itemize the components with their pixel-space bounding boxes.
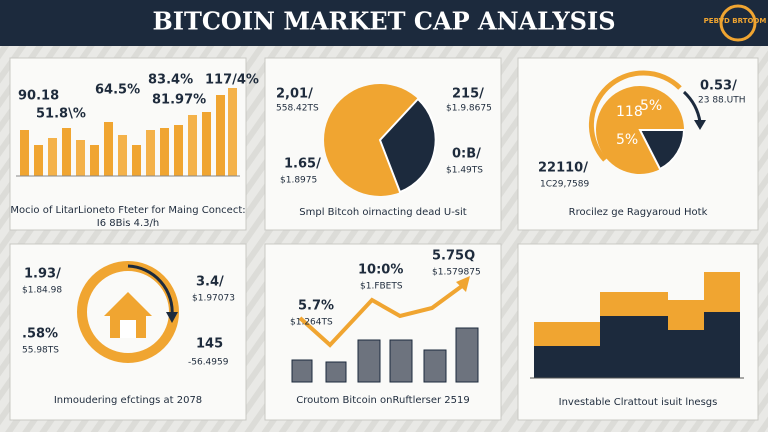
bar: [20, 130, 29, 176]
label: 3.4/: [196, 275, 224, 290]
label: 5%: [616, 132, 638, 148]
label: 22110/: [538, 161, 588, 176]
label: 2,01/: [276, 87, 313, 102]
bar: [132, 145, 141, 176]
title: BITCOIN MARKET CAP ANALYSIS: [152, 7, 615, 36]
label: $1.264TS: [290, 318, 333, 328]
label: 1.65/: [284, 157, 321, 172]
label: $1.49TS: [446, 166, 483, 176]
label: 117/4%: [205, 73, 259, 88]
label: 23 88.UTH: [698, 96, 745, 106]
bar-chart: [291, 327, 479, 383]
label: 81.97%: [152, 93, 206, 108]
label: 5.7%: [298, 299, 334, 314]
caption: I6 8Bis 4.3/h: [97, 218, 160, 229]
label: 51.8\%: [36, 107, 86, 122]
bar: [423, 349, 447, 383]
bar-chart: [16, 88, 240, 177]
label: 83.4%: [148, 73, 193, 88]
label: 145: [196, 337, 223, 352]
bar: [34, 145, 43, 176]
label: 1.93/: [24, 267, 61, 282]
bar: [228, 88, 237, 176]
bar: [389, 339, 413, 383]
label: $1.FBETS: [360, 282, 403, 292]
label: 558.42TS: [276, 104, 319, 114]
bar: [62, 128, 71, 176]
label: 5%: [640, 98, 662, 114]
arrow-head: [456, 276, 470, 292]
bar: [216, 95, 225, 176]
area: [534, 312, 740, 378]
bar: [357, 339, 381, 383]
arrow-head: [694, 120, 706, 130]
trend-line: [298, 284, 464, 348]
label: -56.4959: [188, 358, 229, 368]
ring-arc: [588, 70, 682, 162]
house-door: [120, 320, 136, 338]
caption: Croutom Bitcoin onRuftlerser 2519: [296, 395, 469, 406]
label: .58%: [22, 327, 58, 342]
logo: PEBVD BRTOOM: [704, 17, 767, 25]
arrow-arc: [127, 264, 174, 317]
label: $1.8975: [280, 176, 317, 186]
bar: [325, 361, 347, 383]
caption: Rrocilez ge Ragyaroud Hotk: [569, 207, 708, 218]
bar: [188, 115, 197, 176]
bar: [291, 359, 313, 383]
label: 5.75Q: [432, 249, 475, 264]
label: 0:B/: [452, 147, 481, 162]
bar: [202, 112, 211, 176]
label: $1.579875: [432, 268, 481, 278]
bar: [104, 122, 113, 176]
label: 55.98TS: [22, 346, 59, 356]
caption: Smpl Bitcoh oirnacting dead U-sit: [299, 207, 467, 218]
label: $1.9.8675: [446, 104, 492, 114]
label: 0.53/: [700, 79, 737, 94]
arrow-head: [166, 312, 178, 323]
pie-slice: [378, 97, 437, 194]
label: $1.97073: [192, 294, 235, 304]
bar: [174, 125, 183, 176]
house-roof: [104, 292, 152, 316]
label: 90.18: [18, 89, 59, 104]
bar: [118, 135, 127, 176]
bar: [146, 130, 155, 176]
caption: Investable Clrattout isuit lnesgs: [559, 397, 718, 408]
bar: [160, 128, 169, 176]
label: 64.5%: [95, 83, 140, 98]
pie-slice: [638, 129, 686, 171]
label: $1.84.98: [22, 286, 62, 296]
caption: Mocio of LitarLioneto Fteter for Maing C…: [10, 205, 245, 216]
header-bar: [0, 0, 768, 46]
label: 1C29,7589: [540, 180, 590, 190]
bar: [48, 138, 57, 176]
caption: Inmoudering efctings at 2078: [54, 395, 202, 406]
label: 118: [616, 104, 643, 120]
bar: [90, 145, 99, 176]
label: 215/: [452, 87, 484, 102]
bar: [76, 140, 85, 176]
bar: [455, 327, 479, 383]
label: 10:0%: [358, 263, 403, 278]
logo-ring: [719, 4, 757, 42]
